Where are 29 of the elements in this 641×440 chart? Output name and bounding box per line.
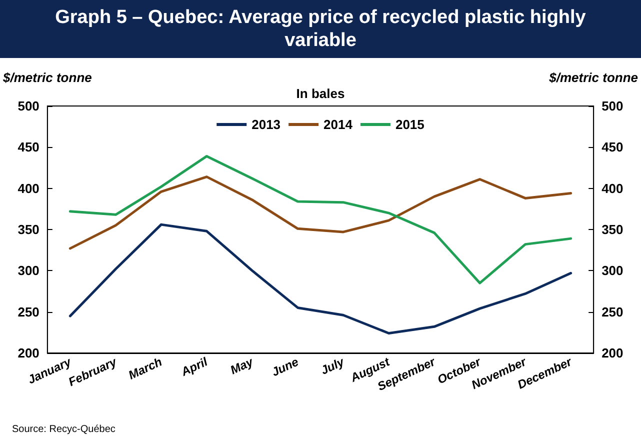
x-tick-label: June bbox=[269, 354, 301, 380]
y2-tick-label: 250 bbox=[602, 304, 624, 320]
y2-tick-label: 450 bbox=[602, 140, 624, 155]
y2-tick-label: 500 bbox=[602, 98, 624, 114]
y-tick-label: 350 bbox=[18, 222, 40, 237]
legend-label: 2014 bbox=[324, 117, 354, 132]
chart-title: Graph 5 – Quebec: Average price of recycled plastic highly variable bbox=[0, 0, 641, 58]
legend-label: 2015 bbox=[395, 117, 424, 132]
y-tick-label: 200 bbox=[18, 346, 40, 360]
y2-tick-label: 400 bbox=[602, 180, 624, 196]
x-tick-label: April bbox=[178, 354, 210, 380]
y-tick-label: 450 bbox=[18, 140, 40, 155]
y-tick-label: 300 bbox=[18, 263, 40, 278]
line-series bbox=[68, 154, 572, 284]
legend-label: 2013 bbox=[252, 117, 281, 132]
y2-tick-label: 300 bbox=[602, 263, 624, 278]
line-series bbox=[68, 223, 572, 334]
y-tick-label: 250 bbox=[18, 304, 40, 320]
source-note: Source: Recyc-Québec bbox=[12, 424, 116, 435]
y2-axis-title: $/metric tonne bbox=[548, 70, 638, 85]
y2-tick-label: 200 bbox=[602, 346, 624, 360]
y-axis-title: $/metric tonne bbox=[2, 70, 92, 85]
x-tick-label: July bbox=[318, 354, 348, 378]
line-series bbox=[68, 176, 572, 250]
y2-tick-label: 350 bbox=[602, 222, 624, 237]
chart-subtitle: In bales bbox=[296, 86, 345, 101]
x-tick-label: May bbox=[228, 354, 256, 378]
y-tick-label: 500 bbox=[18, 98, 40, 114]
y-tick-label: 400 bbox=[18, 180, 40, 196]
